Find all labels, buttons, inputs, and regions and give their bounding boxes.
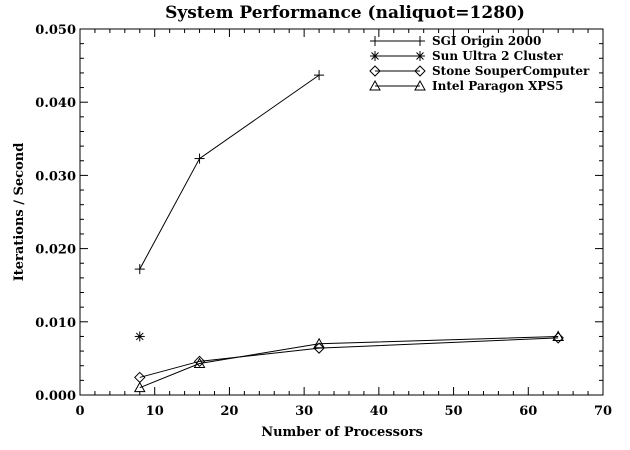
x-tick-label: 40 [370, 404, 388, 419]
x-tick-label: 60 [519, 404, 537, 419]
x-tick-label: 20 [220, 404, 238, 419]
y-tick-label: 0.040 [35, 96, 76, 111]
plot-area [133, 70, 565, 393]
y-tick-label: 0.000 [35, 389, 76, 404]
series-line [139, 74, 320, 270]
x-tick-label: 50 [445, 404, 463, 419]
legend-label: Intel Paragon XPS5 [432, 79, 563, 93]
x-tick-label: 70 [594, 404, 612, 419]
legend-marker-right [415, 36, 425, 46]
y-tick-label: 0.020 [35, 243, 76, 258]
data-point [133, 381, 146, 393]
series-line [139, 337, 559, 378]
legend-marker-right [414, 79, 426, 91]
legend-item: Stone SouperComputer [369, 64, 590, 78]
y-axis-label: Iterations / Second [12, 143, 27, 282]
legend-marker-left [370, 51, 380, 61]
chart-title: System Performance (naliquot=1280) [165, 3, 525, 23]
legend-label: SGI Origin 2000 [432, 34, 541, 48]
legend-marker-right [415, 51, 425, 61]
legend-marker-right [414, 65, 426, 77]
data-point [193, 355, 206, 368]
data-point [193, 357, 206, 369]
y-axis: 0.000 0.010 0.020 0.030 0.040 0.050 [35, 23, 603, 404]
legend-item: Sun Ultra 2 Cluster [370, 49, 563, 63]
legend-marker-left [370, 36, 380, 46]
data-point [134, 331, 145, 342]
legend-item: Intel Paragon XPS5 [369, 79, 563, 93]
data-point [134, 264, 145, 275]
data-point [314, 70, 325, 81]
legend-label: Sun Ultra 2 Cluster [432, 49, 563, 63]
x-axis-label: Number of Processors [261, 425, 423, 440]
series-1 [134, 331, 145, 342]
x-tick-label: 0 [75, 404, 84, 419]
x-tick-label: 10 [146, 404, 164, 419]
plot-frame [79, 28, 604, 396]
y-tick-label: 0.010 [35, 316, 76, 331]
legend-marker-left [369, 79, 381, 91]
y-tick-label: 0.050 [35, 23, 76, 38]
series-line [139, 335, 559, 389]
legend-label: Stone SouperComputer [432, 64, 590, 78]
y-tick-label: 0.030 [35, 169, 76, 184]
series-3 [133, 330, 565, 393]
x-axis: 0 10 20 30 40 50 60 70 [75, 29, 612, 419]
legend-item: SGI Origin 2000 [370, 34, 541, 48]
data-point [552, 330, 565, 341]
data-point [313, 337, 325, 349]
data-point [313, 342, 325, 354]
legend-marker-left [369, 65, 381, 77]
x-tick-label: 30 [295, 404, 313, 419]
series-2 [134, 332, 564, 384]
series-0 [134, 70, 325, 275]
data-point [194, 153, 205, 164]
